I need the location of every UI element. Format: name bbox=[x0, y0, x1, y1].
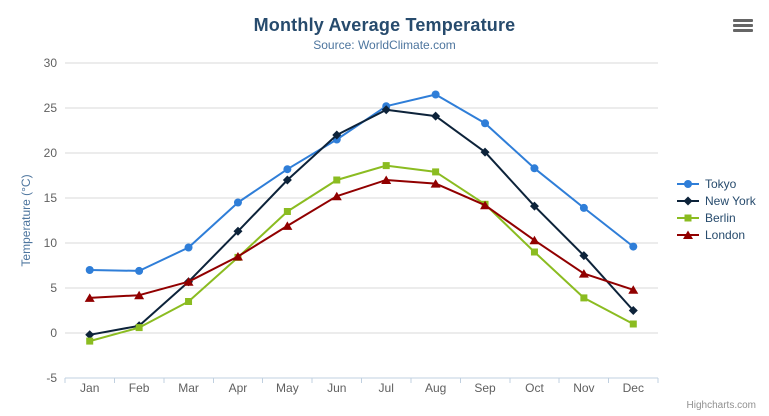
x-tick-label: Aug bbox=[425, 381, 446, 395]
x-tick-label: Nov bbox=[573, 381, 594, 395]
series-london bbox=[84, 175, 639, 302]
x-tick-label: May bbox=[276, 381, 299, 395]
x-tick-label: Sep bbox=[474, 381, 496, 395]
legend: Tokyo New York Berlin London bbox=[676, 175, 756, 243]
hamburger-bar bbox=[733, 24, 753, 27]
y-tick-label: 0 bbox=[50, 326, 57, 340]
y-tick-label: -5 bbox=[46, 371, 57, 385]
y-tick-label: 20 bbox=[44, 146, 58, 160]
chart-subtitle: Source: WorldClimate.com bbox=[313, 38, 456, 52]
y-tick-label: 5 bbox=[50, 281, 57, 295]
x-tick-label: Jan bbox=[80, 381, 99, 395]
x-tick-label: Jul bbox=[379, 381, 394, 395]
circle-marker-icon bbox=[677, 179, 699, 188]
x-tick-label: Jun bbox=[327, 381, 346, 395]
context-menu-icon[interactable] bbox=[733, 17, 753, 34]
triangle-marker-icon bbox=[677, 230, 699, 239]
x-tick-label: Mar bbox=[178, 381, 199, 395]
legend-label: Berlin bbox=[705, 210, 736, 225]
series-tokyo bbox=[85, 90, 638, 275]
hamburger-bar bbox=[733, 19, 753, 22]
legend-label: Tokyo bbox=[705, 176, 737, 191]
x-tick-label: Feb bbox=[129, 381, 150, 395]
legend-item-london[interactable]: London bbox=[676, 226, 756, 243]
y-gridlines bbox=[65, 62, 658, 334]
series-new-york bbox=[85, 105, 638, 340]
chart-title: Monthly Average Temperature bbox=[253, 15, 516, 35]
hamburger-bar bbox=[733, 29, 753, 32]
x-tick-label: Oct bbox=[525, 381, 544, 395]
legend-item-tokyo[interactable]: Tokyo bbox=[676, 175, 756, 192]
y-tick-label: 30 bbox=[44, 56, 58, 70]
y-axis-labels: -5 0 5 10 15 20 25 30 bbox=[44, 56, 58, 385]
x-tick-label: Dec bbox=[623, 381, 644, 395]
legend-item-berlin[interactable]: Berlin bbox=[676, 209, 756, 226]
x-tick-label: Apr bbox=[229, 381, 248, 395]
legend-label: London bbox=[705, 227, 746, 242]
y-axis-title: Temperature (°C) bbox=[19, 174, 33, 266]
legend-item-new-york[interactable]: New York bbox=[676, 192, 756, 209]
x-axis-labels: Jan Feb Mar Apr May Jun Jul Aug Sep Oct Nov Dec bbox=[80, 381, 644, 395]
square-marker-icon bbox=[677, 214, 699, 221]
x-axis bbox=[64, 377, 659, 383]
series-berlin bbox=[86, 162, 637, 345]
legend-label: New York bbox=[705, 193, 756, 208]
y-tick-label: 25 bbox=[44, 101, 58, 115]
diamond-marker-icon bbox=[677, 196, 699, 205]
credits-link[interactable]: Highcharts.com bbox=[686, 400, 756, 411]
y-tick-label: 15 bbox=[44, 191, 58, 205]
y-tick-label: 10 bbox=[44, 236, 58, 250]
